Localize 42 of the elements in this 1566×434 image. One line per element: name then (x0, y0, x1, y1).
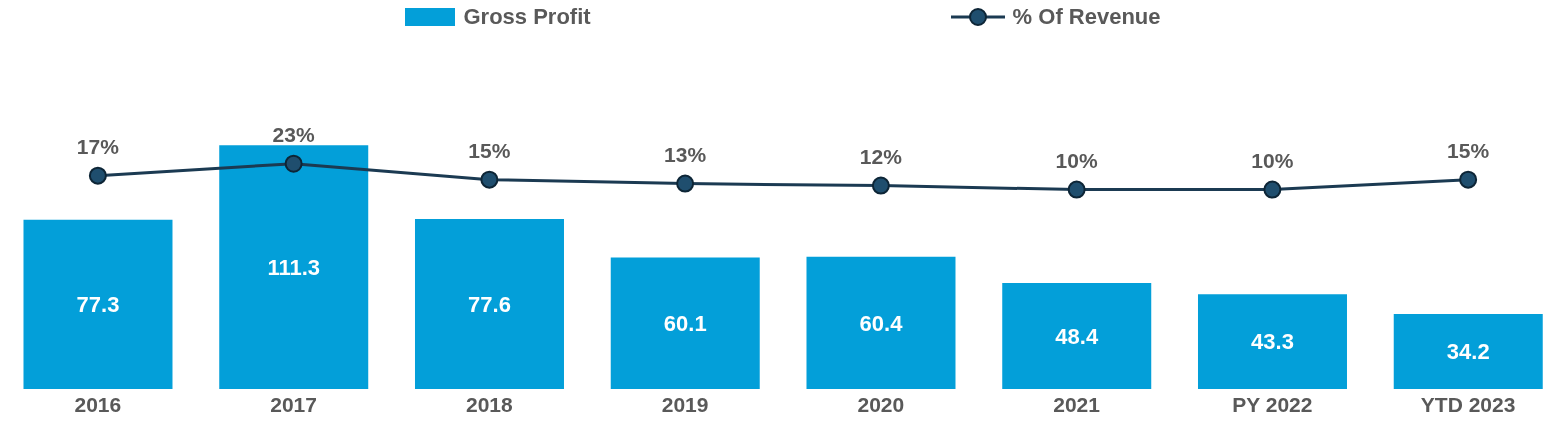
data-label: 15% (1447, 138, 1490, 162)
point (480, 170, 499, 189)
x-tick-label: YTD 2023 (1420, 392, 1516, 416)
bar (1002, 283, 1152, 389)
x-tick-label: 2019 (661, 392, 709, 416)
bar (23, 219, 173, 389)
data-label: 48.4 (1055, 323, 1099, 349)
point (88, 166, 107, 185)
data-label: 23% (272, 122, 315, 146)
bar (414, 219, 564, 389)
legend-label: Gross Profit (463, 4, 591, 30)
x-tick-label: 2021 (1053, 392, 1101, 416)
data-label: 34.2 (1446, 339, 1490, 365)
data-label: 60.4 (859, 310, 904, 336)
data-label: 111.3 (267, 254, 321, 280)
data-label: 77.3 (76, 292, 120, 318)
bar (1197, 294, 1347, 389)
data-label: 10% (1055, 148, 1098, 172)
bar (1393, 314, 1543, 389)
data-label: 13% (664, 142, 707, 166)
data-label: 10% (1251, 148, 1294, 172)
point (1067, 180, 1086, 199)
data-label: 77.6 (468, 291, 511, 317)
data-label: 60.1 (663, 311, 707, 337)
bar (806, 256, 956, 389)
x-tick-label: PY 2022 (1232, 392, 1313, 416)
point (1263, 180, 1282, 199)
point (871, 176, 890, 195)
x-tick-label: 2017 (270, 392, 317, 416)
data-label: 43.3 (1251, 329, 1294, 355)
x-tick-label: 2018 (466, 392, 514, 416)
data-label: 17% (76, 134, 120, 158)
point (1459, 170, 1478, 189)
point (676, 174, 695, 193)
bar (219, 145, 369, 389)
x-tick-label: 2016 (74, 392, 122, 416)
legend-label: % Of Revenue (1012, 4, 1161, 30)
x-tick-label: 2020 (857, 392, 905, 416)
data-label: 12% (859, 144, 903, 168)
point (284, 154, 303, 173)
bar (610, 257, 760, 389)
data-label: 15% (468, 138, 511, 162)
